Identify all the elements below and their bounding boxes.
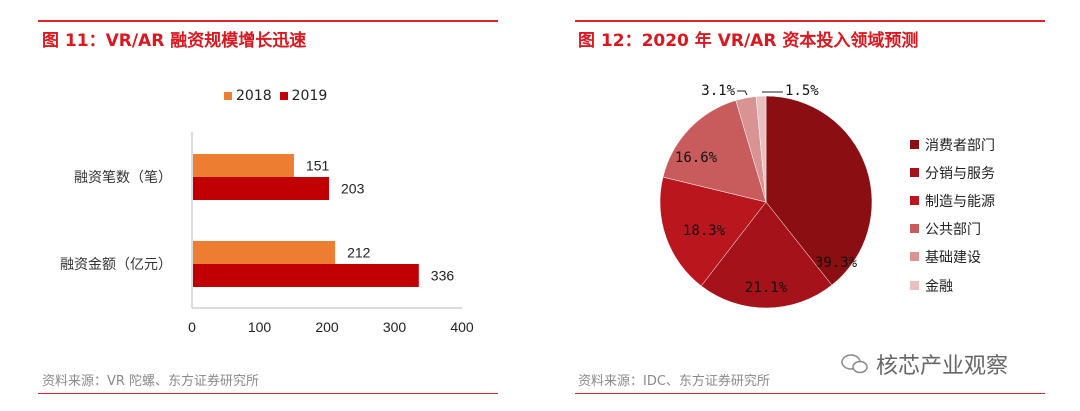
legend-label: 制造与能源 <box>925 194 995 210</box>
legend-label: 基础建设 <box>925 249 981 266</box>
left-chart-title: 图 11：VR/AR 融资规模增长迅速 <box>42 31 307 51</box>
legend-label: 金融 <box>925 279 953 295</box>
legend-label: 消费者部门 <box>925 138 995 154</box>
pie-slice-0 <box>765 95 873 286</box>
pie-chart: 39.3% 21.1% 18.3% 16.6% 3.1% 1.5% 消费者部门分销与服务制造… <box>659 83 995 309</box>
legend-swatch <box>910 281 919 290</box>
right-bottom-rule <box>575 393 1045 394</box>
wechat-icon <box>840 353 870 375</box>
left-source: 资料来源：VR 陀螺、东方证券研究所 <box>42 374 260 389</box>
right-source: 资料来源：IDC、东方证券研究所 <box>578 374 770 389</box>
category-label: 融资笔数（笔） <box>74 170 172 186</box>
legend-swatch <box>910 224 919 233</box>
slice-label: 16.6% <box>675 150 718 166</box>
data-label: 203 <box>341 181 365 197</box>
left-bottom-rule <box>38 393 498 394</box>
legend-label: 2018 <box>236 88 272 104</box>
pie-slice-2 <box>659 176 767 287</box>
x-tick-label: 200 <box>315 319 339 335</box>
watermark-text: 核芯产业观察 <box>876 354 1009 379</box>
legend-label: 分销与服务 <box>925 166 995 182</box>
slice-label: 3.1% <box>701 83 735 99</box>
pie-slice-3 <box>662 100 767 203</box>
bar-2019 <box>193 264 419 287</box>
legend-swatch <box>279 92 288 100</box>
slice-label: 21.1% <box>745 280 788 296</box>
bar-2019 <box>193 177 330 200</box>
legend-swatch <box>224 92 232 100</box>
x-tick-label: 100 <box>248 319 272 335</box>
data-label: 336 <box>431 268 455 284</box>
legend-swatch <box>910 252 919 261</box>
bar-chart: 0 100 200 300 400 融资笔数（笔） 151 203 融资金额（亿元） 212 336 <box>60 132 474 335</box>
legend-item-2018: 2018 <box>224 88 272 104</box>
right-chart-title: 图 12：2020 年 VR/AR 资本投入领域预测 <box>578 31 919 51</box>
slice-label: 18.3% <box>683 223 726 239</box>
legend-swatch <box>910 140 919 149</box>
legend-label: 公共部门 <box>925 222 981 238</box>
slice-label: 1.5% <box>785 83 819 99</box>
legend-swatch <box>910 196 919 205</box>
x-tick-label: 400 <box>450 319 474 335</box>
pie-slice-1 <box>700 201 833 309</box>
bar-legend: 2018 2019 <box>224 88 335 104</box>
pie-slice-5 <box>755 95 767 203</box>
right-top-rule <box>575 20 1045 22</box>
legend-item-2019: 2019 <box>279 88 328 104</box>
leader-line <box>737 90 748 96</box>
legend-swatch <box>910 168 919 177</box>
bar-2018 <box>193 241 336 264</box>
category-label: 融资金额（亿元） <box>60 257 172 273</box>
slice-label: 39.3% <box>815 255 858 271</box>
watermark: 核芯产业观察 <box>840 348 1009 380</box>
data-label: 151 <box>306 158 330 174</box>
data-label: 212 <box>347 245 371 261</box>
left-top-rule <box>38 20 498 22</box>
legend-label: 2019 <box>291 88 328 104</box>
x-tick-label: 300 <box>383 319 407 335</box>
bar-2018 <box>193 154 294 177</box>
x-tick-label: 0 <box>188 319 196 335</box>
